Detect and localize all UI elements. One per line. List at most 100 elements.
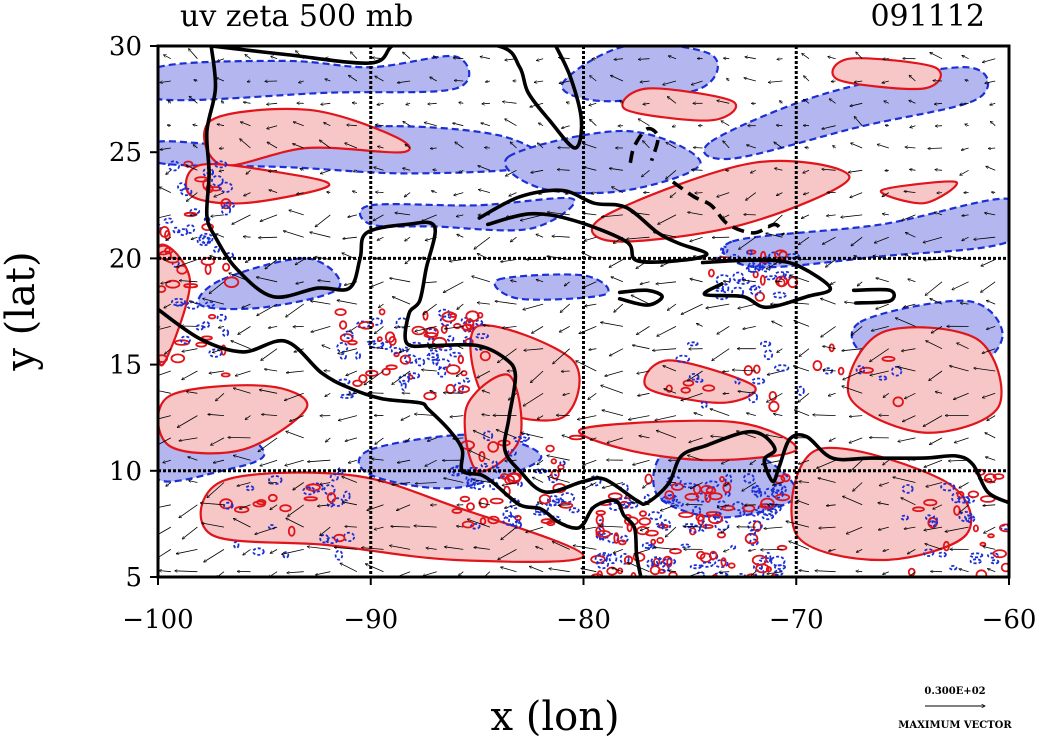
- small-vorticity-cell: [704, 491, 712, 503]
- wind-vector: [320, 169, 331, 173]
- small-vorticity-cell: [692, 505, 702, 516]
- wind-vector: [168, 100, 171, 103]
- wind-vector: [876, 278, 889, 283]
- wind-vector: [193, 145, 198, 149]
- wind-vector: [324, 123, 331, 127]
- small-vorticity-cell: [680, 386, 691, 394]
- small-vorticity-cell: [680, 543, 691, 549]
- wind-vector: [392, 370, 411, 385]
- wind-vector: [164, 303, 171, 308]
- wind-vector: [743, 326, 756, 329]
- wind-vector: [616, 502, 624, 506]
- wind-vector: [457, 303, 464, 309]
- wind-vector: [325, 392, 331, 396]
- wind-vector: [340, 563, 358, 573]
- small-vorticity-cell: [428, 348, 439, 359]
- wind-vector: [501, 526, 517, 540]
- small-vorticity-cell: [695, 492, 709, 503]
- wind-vector: [882, 214, 889, 215]
- wind-vector: [403, 52, 411, 59]
- small-vorticity-cell: [366, 340, 377, 346]
- wind-vector: [537, 459, 544, 465]
- small-vorticity-cell: [195, 324, 204, 331]
- wind-vector: [428, 348, 437, 349]
- wind-vector: [238, 326, 251, 334]
- wind-vector: [640, 81, 650, 82]
- wind-vector: [601, 322, 623, 327]
- wind-vector: [433, 170, 437, 171]
- wind-vector: [583, 143, 597, 149]
- small-vorticity-cell: [158, 244, 171, 256]
- vector-legend-label: MAXIMUM VECTOR: [898, 720, 1012, 731]
- small-vorticity-cell: [675, 501, 684, 507]
- wind-vector: [319, 140, 331, 149]
- wind-vector: [957, 343, 969, 350]
- wind-vector: [820, 298, 836, 305]
- wind-vector: [632, 345, 650, 350]
- wind-vector: [453, 344, 464, 350]
- wind-vector: [589, 349, 597, 350]
- small-vorticity-cell: [547, 494, 561, 507]
- wind-vector: [368, 393, 384, 394]
- wind-vector: [504, 504, 517, 508]
- wind-vector: [240, 122, 251, 127]
- wind-vector: [609, 348, 624, 356]
- wind-vector: [502, 102, 517, 104]
- small-vorticity-cell: [708, 492, 723, 501]
- small-vorticity-cell: [594, 553, 608, 565]
- wind-vector: [652, 348, 677, 351]
- wind-vector: [849, 437, 863, 443]
- wind-vector: [444, 547, 464, 550]
- wind-vector: [478, 190, 491, 193]
- wind-vector: [583, 482, 597, 490]
- wind-vector: [511, 280, 517, 282]
- wind-vector: [766, 259, 783, 270]
- wind-vector: [459, 102, 464, 103]
- wind-vector: [286, 518, 304, 528]
- wind-vector: [320, 526, 331, 536]
- wind-vector: [655, 415, 677, 421]
- wind-vector: [924, 526, 943, 530]
- wind-vector: [352, 103, 357, 104]
- wind-vector: [874, 236, 889, 243]
- wind-vector: [959, 569, 969, 573]
- small-vorticity-cell: [145, 372, 150, 377]
- wind-vector: [959, 482, 969, 489]
- small-vorticity-cell: [745, 581, 753, 585]
- small-vorticity-cell: [765, 566, 772, 573]
- small-vorticity-cell: [538, 494, 552, 505]
- wind-vector: [477, 303, 490, 305]
- small-vorticity-cell: [763, 349, 774, 361]
- wind-vector: [639, 436, 650, 439]
- wind-vector: [207, 482, 225, 498]
- wind-vector: [657, 326, 677, 336]
- wind-vector: [738, 303, 756, 308]
- small-vorticity-cell: [689, 564, 702, 570]
- small-vorticity-cell: [796, 385, 805, 396]
- wind-vector: [310, 301, 331, 305]
- wind-vector: [160, 147, 171, 150]
- wind-vector: [985, 213, 996, 216]
- wind-vector: [473, 480, 490, 483]
- small-vorticity-cell: [595, 530, 612, 538]
- wind-vector: [212, 348, 225, 353]
- small-vorticity-cell: [148, 345, 153, 349]
- wind-vector: [721, 121, 730, 127]
- wind-vector: [766, 392, 783, 402]
- positive-vorticity-region: [621, 87, 738, 122]
- wind-vector: [750, 169, 756, 173]
- coastline: [209, 46, 584, 150]
- wind-vector: [829, 437, 836, 442]
- wind-vector: [905, 232, 916, 238]
- wind-vector: [611, 277, 624, 283]
- small-vorticity-cell: [339, 333, 354, 343]
- wind-vector: [772, 482, 783, 486]
- wind-vector: [843, 496, 863, 506]
- wind-vector: [403, 121, 411, 127]
- wind-vector: [431, 191, 437, 193]
- small-vorticity-cell: [513, 435, 529, 443]
- small-vorticity-cell: [751, 486, 761, 496]
- wind-vector: [338, 415, 358, 421]
- wind-vector: [910, 126, 916, 128]
- wind-vector: [415, 326, 437, 331]
